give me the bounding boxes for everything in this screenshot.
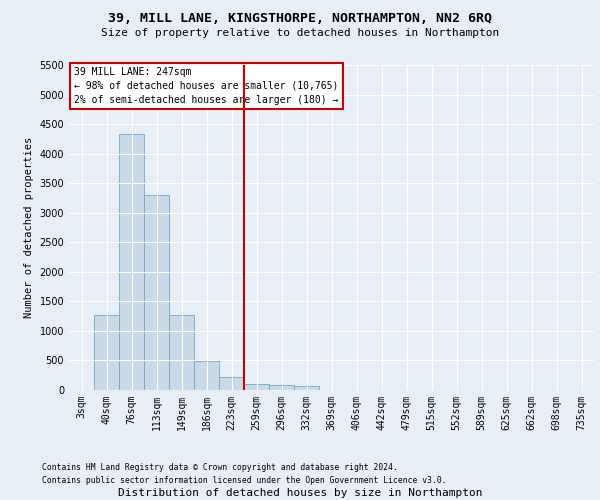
Text: Distribution of detached houses by size in Northampton: Distribution of detached houses by size … <box>118 488 482 498</box>
Bar <box>295 386 319 390</box>
Bar <box>169 315 194 390</box>
Bar <box>269 386 293 390</box>
Bar <box>220 377 244 390</box>
Bar <box>194 361 218 390</box>
Bar <box>244 384 269 390</box>
Text: 39, MILL LANE, KINGSTHORPE, NORTHAMPTON, NN2 6RQ: 39, MILL LANE, KINGSTHORPE, NORTHAMPTON,… <box>108 12 492 26</box>
Text: Contains HM Land Registry data © Crown copyright and database right 2024.: Contains HM Land Registry data © Crown c… <box>42 464 398 472</box>
Text: Contains public sector information licensed under the Open Government Licence v3: Contains public sector information licen… <box>42 476 446 485</box>
Bar <box>145 195 169 390</box>
Text: 39 MILL LANE: 247sqm
← 98% of detached houses are smaller (10,765)
2% of semi-de: 39 MILL LANE: 247sqm ← 98% of detached h… <box>74 66 338 104</box>
Y-axis label: Number of detached properties: Number of detached properties <box>24 137 34 318</box>
Bar <box>119 134 143 390</box>
Bar <box>94 315 119 390</box>
Text: Size of property relative to detached houses in Northampton: Size of property relative to detached ho… <box>101 28 499 38</box>
